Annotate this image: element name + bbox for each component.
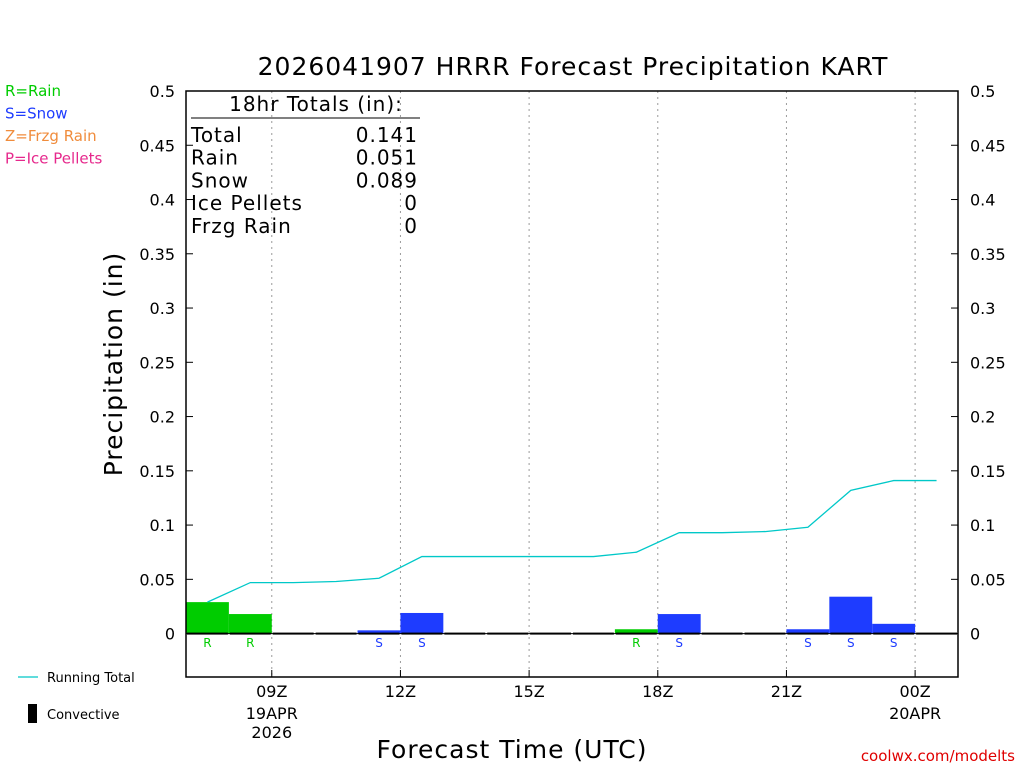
vertical-gridlines bbox=[271, 91, 916, 677]
y-tick-label-left: 0.15 bbox=[139, 462, 175, 481]
y-tick-label-left: 0.3 bbox=[150, 299, 175, 318]
legend-item: P=Ice Pellets bbox=[5, 150, 102, 168]
y-tick-label-right: 0.4 bbox=[970, 191, 995, 210]
y-tick-label-left: 0.45 bbox=[139, 136, 175, 155]
precip-bar bbox=[228, 614, 272, 634]
y-tick-label-right: 0.1 bbox=[970, 516, 995, 535]
precip-bar bbox=[657, 614, 701, 634]
y-tick-label-right: 0.25 bbox=[970, 353, 1006, 372]
precip-bar bbox=[786, 629, 830, 634]
x-tick-sublabel: 2026 bbox=[251, 723, 292, 742]
plot-frame bbox=[185, 90, 959, 678]
x-tick-label: 15Z bbox=[513, 682, 544, 701]
y-tick-label-right: 0.5 bbox=[970, 82, 995, 101]
convective-legend-swatch bbox=[28, 704, 37, 723]
precip-bar bbox=[614, 629, 658, 634]
precip-type-label: R bbox=[203, 636, 211, 650]
y-tick-label-right: 0.35 bbox=[970, 245, 1006, 264]
credit-text: coolwx.com/modelts bbox=[861, 747, 1015, 765]
y-tick-label-left: 0.4 bbox=[150, 191, 175, 210]
y-tick-label-right: 0.3 bbox=[970, 299, 995, 318]
totals-row-label: Rain bbox=[191, 146, 239, 170]
chart-title: 2026041907 HRRR Forecast Precipitation K… bbox=[258, 52, 889, 81]
precip-type-label: S bbox=[804, 636, 812, 650]
totals-box: 18hr Totals (in): Total 0.141 Rain 0.051 Sno… bbox=[190, 92, 420, 238]
precip-bar bbox=[872, 623, 916, 634]
precip-type-label: R bbox=[246, 636, 254, 650]
y-tick-label-right: 0.2 bbox=[970, 408, 995, 427]
running-total-line bbox=[207, 479, 937, 603]
x-tick-label: 12Z bbox=[385, 682, 416, 701]
y-tick-label-left: 0.5 bbox=[150, 82, 175, 101]
y-tick-label-left: 0.05 bbox=[139, 570, 175, 589]
convective-legend-label: Convective bbox=[47, 708, 120, 723]
y-tick-label-left: 0.2 bbox=[150, 408, 175, 427]
y-tick-label-right: 0.05 bbox=[970, 570, 1006, 589]
totals-row-label: Snow bbox=[191, 168, 249, 192]
precip-type-legend: R=Rain S=Snow Z=Frzg Rain P=Ice Pellets bbox=[5, 82, 102, 168]
precip-type-label: S bbox=[375, 636, 383, 650]
x-axis-label: Forecast Time (UTC) bbox=[377, 735, 648, 764]
x-tick-label: 00Z bbox=[899, 682, 930, 701]
y-tick-label-left: 0.1 bbox=[150, 516, 175, 535]
x-tick-label: 09Z bbox=[256, 682, 287, 701]
totals-row-value: 0.051 bbox=[356, 146, 418, 170]
running-total-legend-label: Running Total bbox=[47, 671, 135, 686]
precip-bars bbox=[186, 596, 916, 634]
legend-item: R=Rain bbox=[5, 82, 61, 100]
x-tick-label: 18Z bbox=[642, 682, 673, 701]
legend-item: S=Snow bbox=[5, 105, 68, 123]
totals-row-value: 0 bbox=[404, 191, 418, 215]
precip-type-label: R bbox=[632, 636, 640, 650]
y-axis-ticks: 0 00.05 0.050.1 0.10.15 0.150.2 0.20.25 0.250.… bbox=[139, 82, 1005, 644]
precip-type-label: S bbox=[847, 636, 855, 650]
totals-heading: 18hr Totals (in): bbox=[229, 92, 403, 116]
precip-bar bbox=[186, 602, 229, 634]
y-tick-label-left: 0.25 bbox=[139, 353, 175, 372]
precip-bar bbox=[357, 630, 401, 634]
precip-type-label: S bbox=[418, 636, 426, 650]
y-tick-label-right: 0.15 bbox=[970, 462, 1006, 481]
y-axis-label: Precipitation (in) bbox=[99, 252, 128, 477]
precip-bar bbox=[400, 612, 444, 634]
bottom-legend: Running Total Convective bbox=[18, 671, 135, 723]
totals-row-value: 0.141 bbox=[356, 123, 418, 147]
x-tick-sublabel: 19APR bbox=[246, 704, 298, 723]
totals-row-value: 0.089 bbox=[356, 168, 418, 192]
totals-row-value: 0 bbox=[404, 214, 418, 238]
totals-row-label: Ice Pellets bbox=[191, 191, 303, 215]
x-tick-label: 21Z bbox=[771, 682, 802, 701]
totals-row-label: Total bbox=[190, 123, 243, 147]
precip-type-label: S bbox=[890, 636, 898, 650]
totals-row-label: Frzg Rain bbox=[191, 214, 292, 238]
precip-bar bbox=[829, 596, 873, 634]
y-tick-label-right: 0 bbox=[970, 625, 980, 644]
precip-type-label: S bbox=[675, 636, 683, 650]
y-tick-label-right: 0.45 bbox=[970, 136, 1006, 155]
y-tick-label-left: 0 bbox=[165, 625, 175, 644]
x-tick-sublabel: 20APR bbox=[889, 704, 941, 723]
y-tick-label-left: 0.35 bbox=[139, 245, 175, 264]
legend-item: Z=Frzg Rain bbox=[5, 127, 97, 145]
